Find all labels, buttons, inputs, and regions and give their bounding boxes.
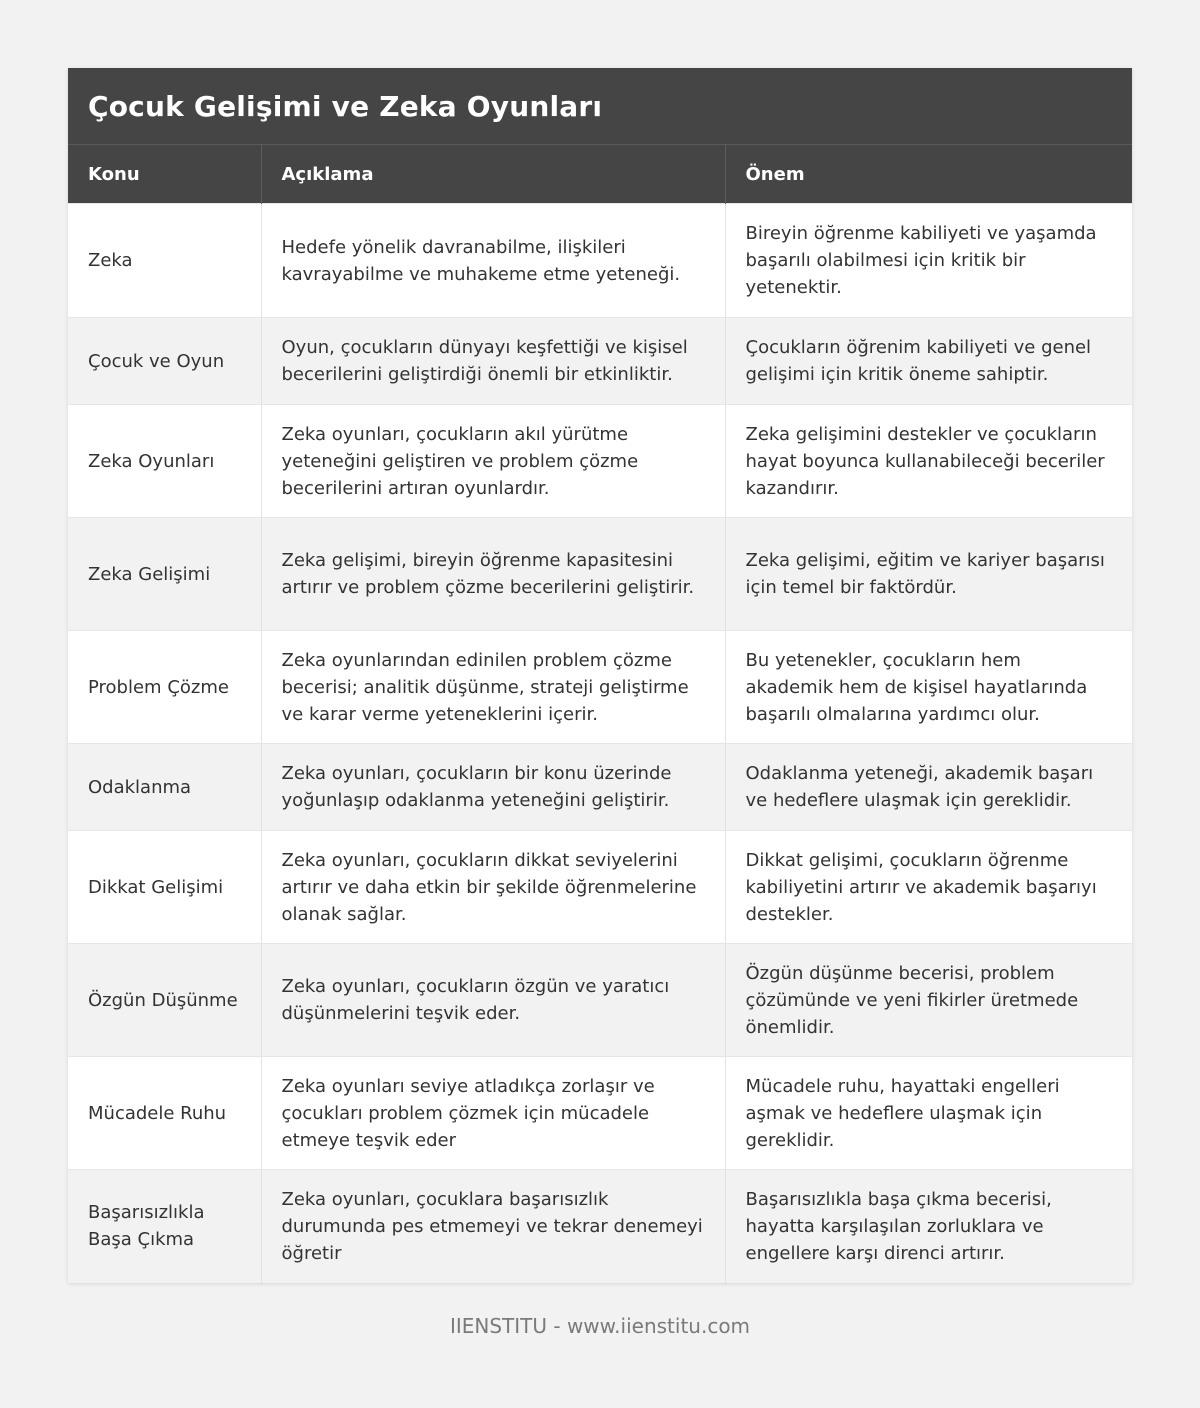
cell-konu: Problem Çözme <box>68 630 261 744</box>
cell-aciklama: Zeka oyunlarından edinilen problem çözme… <box>260 630 725 744</box>
table-row: Başarısızlıkla Başa Çıkma Zeka oyunları,… <box>68 1169 1132 1283</box>
info-table: Konu Açıklama Önem Zeka Hedefe yönelik d… <box>68 144 1132 1283</box>
table-row: Çocuk ve Oyun Oyun, çocukların dünyayı k… <box>68 317 1132 405</box>
cell-onem: Odaklanma yeteneği, akademik başarı ve h… <box>724 743 1132 831</box>
table-row: Özgün Düşünme Zeka oyunları, çocukların … <box>68 943 1132 1057</box>
cell-konu: Mücadele Ruhu <box>68 1056 261 1170</box>
table-row: Zeka Oyunları Zeka oyunları, çocukların … <box>68 404 1132 518</box>
cell-onem: Zeka gelişimi, eğitim ve kariyer başarıs… <box>724 517 1132 631</box>
cell-onem: Özgün düşünme becerisi, problem çözümünd… <box>724 943 1132 1057</box>
cell-aciklama: Zeka oyunları seviye atladıkça zorlaşır … <box>260 1056 725 1170</box>
cell-onem: Bireyin öğrenme kabiliyeti ve yaşamda ba… <box>724 203 1132 318</box>
cell-konu: Zeka <box>68 203 261 318</box>
cell-onem: Başarısızlıkla başa çıkma becerisi, haya… <box>724 1169 1132 1283</box>
cell-onem: Dikkat gelişimi, çocukların öğrenme kabi… <box>724 830 1132 944</box>
cell-aciklama: Oyun, çocukların dünyayı keşfettiği ve k… <box>260 317 725 405</box>
table-row: Mücadele Ruhu Zeka oyunları seviye atlad… <box>68 1056 1132 1170</box>
column-header-aciklama: Açıklama <box>260 144 725 204</box>
cell-konu: Zeka Oyunları <box>68 404 261 518</box>
cell-konu: Dikkat Gelişimi <box>68 830 261 944</box>
page-title: Çocuk Gelişimi ve Zeka Oyunları <box>88 89 603 123</box>
table-row: Dikkat Gelişimi Zeka oyunları, çocukları… <box>68 830 1132 944</box>
table-header-row: Konu Açıklama Önem <box>68 144 1132 204</box>
cell-onem: Bu yetenekler, çocukların hem akademik h… <box>724 630 1132 744</box>
cell-onem: Mücadele ruhu, hayattaki engelleri aşmak… <box>724 1056 1132 1170</box>
cell-aciklama: Zeka oyunları, çocukların özgün ve yarat… <box>260 943 725 1057</box>
table-row: Zeka Hedefe yönelik davranabilme, ilişki… <box>68 203 1132 318</box>
cell-konu: Başarısızlıkla Başa Çıkma <box>68 1169 261 1283</box>
cell-onem: Zeka gelişimini destekler ve çocukların … <box>724 404 1132 518</box>
cell-aciklama: Zeka oyunları, çocukların akıl yürütme y… <box>260 404 725 518</box>
cell-konu: Özgün Düşünme <box>68 943 261 1057</box>
content-card: Çocuk Gelişimi ve Zeka Oyunları Konu Açı… <box>68 68 1132 1283</box>
table-row: Odaklanma Zeka oyunları, çocukların bir … <box>68 743 1132 831</box>
table-row: Zeka Gelişimi Zeka gelişimi, bireyin öğr… <box>68 517 1132 631</box>
column-header-onem: Önem <box>724 144 1132 204</box>
footer-credit: IIENSTITU - www.iienstitu.com <box>449 1314 751 1338</box>
table-row: Problem Çözme Zeka oyunlarından edinilen… <box>68 630 1132 744</box>
cell-aciklama: Hedefe yönelik davranabilme, ilişkileri … <box>260 203 725 318</box>
cell-aciklama: Zeka oyunları, çocukların bir konu üzeri… <box>260 743 725 831</box>
column-header-konu: Konu <box>68 144 261 204</box>
cell-aciklama: Zeka gelişimi, bireyin öğrenme kapasites… <box>260 517 725 631</box>
cell-konu: Odaklanma <box>68 743 261 831</box>
cell-konu: Çocuk ve Oyun <box>68 317 261 405</box>
cell-aciklama: Zeka oyunları, çocukların dikkat seviyel… <box>260 830 725 944</box>
cell-aciklama: Zeka oyunları, çocuklara başarısızlık du… <box>260 1169 725 1283</box>
cell-onem: Çocukların öğrenim kabiliyeti ve genel g… <box>724 317 1132 405</box>
title-bar: Çocuk Gelişimi ve Zeka Oyunları <box>68 68 1132 144</box>
cell-konu: Zeka Gelişimi <box>68 517 261 631</box>
